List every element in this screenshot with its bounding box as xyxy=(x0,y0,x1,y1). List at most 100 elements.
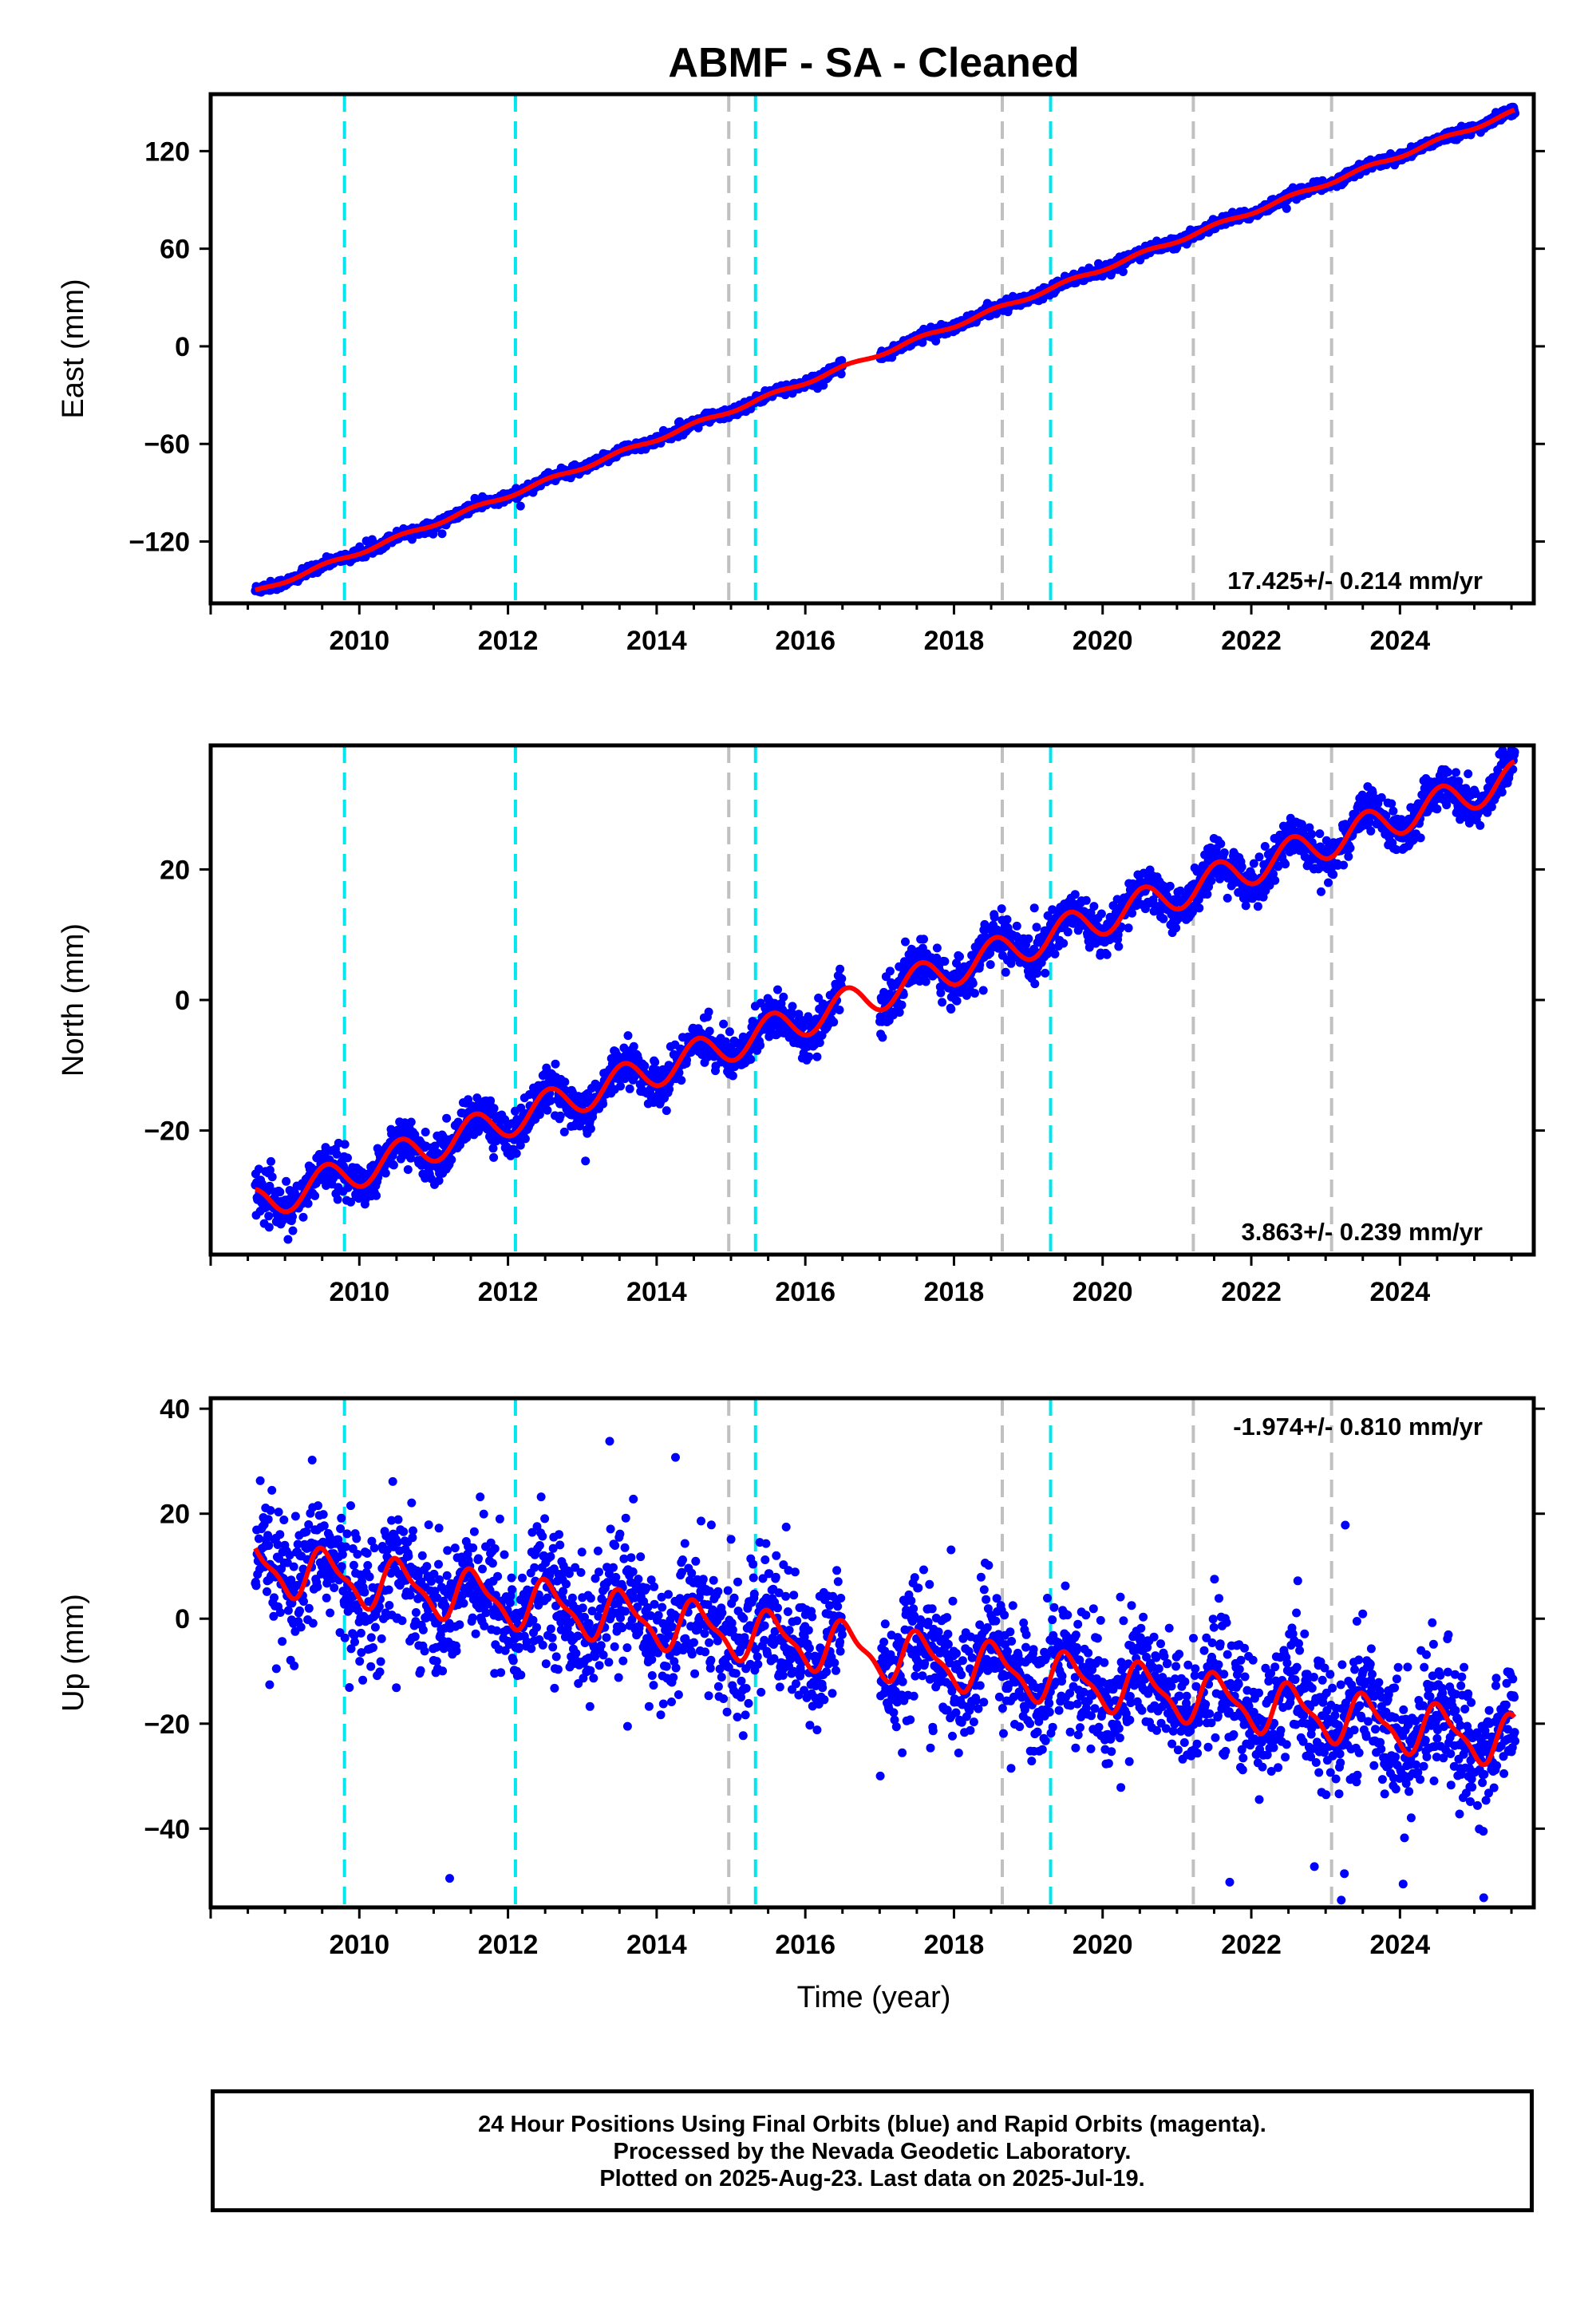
north-plot-area xyxy=(251,745,1519,1255)
north-data-point xyxy=(936,988,946,998)
east-data-point xyxy=(1282,204,1291,213)
north-data-point xyxy=(952,996,962,1006)
north-data-point xyxy=(1001,967,1010,977)
north-data-point xyxy=(955,952,964,962)
north-data-point xyxy=(264,1211,274,1221)
north-data-point xyxy=(650,1057,660,1067)
north-data-point xyxy=(1254,852,1264,862)
north-data-point xyxy=(546,1096,555,1105)
north-data-point xyxy=(1249,859,1258,868)
north-data-point xyxy=(346,1197,355,1207)
north-data-point xyxy=(535,1110,544,1119)
x-tick-label: 2020 xyxy=(1073,626,1133,656)
north-data-point xyxy=(623,1031,633,1041)
north-data-point xyxy=(486,1096,496,1105)
north-data-point xyxy=(815,1038,824,1047)
north-data-point xyxy=(372,1191,381,1200)
east-data-point xyxy=(1118,267,1128,276)
north-data-point xyxy=(389,1160,398,1170)
x-tick-label: 2024 xyxy=(1370,626,1431,656)
north-data-point xyxy=(283,1235,293,1244)
north-data-point xyxy=(1216,839,1226,848)
north-data-point xyxy=(403,1165,413,1174)
north-data-point xyxy=(1253,902,1262,911)
y-tick-label: 0 xyxy=(175,332,190,362)
north-data-point xyxy=(267,1172,277,1182)
north-data-point xyxy=(1241,901,1250,911)
north-data-point xyxy=(265,1165,275,1175)
north-data-point xyxy=(835,1006,844,1014)
north-data-point xyxy=(332,1149,342,1159)
north-data-point xyxy=(788,1002,797,1011)
north-data-point xyxy=(897,1000,907,1010)
north-data-point xyxy=(990,912,999,922)
north-data-point xyxy=(453,1117,463,1127)
x-tick-label: 2010 xyxy=(329,626,389,656)
north-data-point xyxy=(997,904,1006,914)
north-data-point xyxy=(543,1105,552,1115)
north-data-point xyxy=(406,1153,416,1163)
north-data-point xyxy=(1195,903,1204,913)
north-data-point xyxy=(339,1161,348,1171)
north-data-point xyxy=(267,1156,275,1166)
north-data-point xyxy=(721,1037,730,1046)
north-data-point xyxy=(640,1061,650,1071)
north-data-point xyxy=(798,1023,808,1032)
y-tick-label: 120 xyxy=(144,136,190,167)
chart-title: ABMF - SA - Cleaned xyxy=(668,40,1079,86)
north-data-point xyxy=(1159,914,1168,923)
north-data-point xyxy=(282,1176,291,1186)
north-data-point xyxy=(919,935,928,944)
x-tick-label: 2014 xyxy=(626,626,687,656)
north-data-point xyxy=(901,937,910,947)
north-data-point xyxy=(254,1164,263,1174)
north-data-point xyxy=(878,1033,887,1042)
north-data-point xyxy=(704,1007,713,1017)
north-data-point xyxy=(1024,934,1033,943)
east-frame xyxy=(208,92,1536,606)
north-data-point xyxy=(1114,942,1124,951)
north-data-point xyxy=(837,974,847,983)
north-data-point xyxy=(915,977,924,986)
east-fit-line xyxy=(254,107,1515,593)
north-data-point xyxy=(705,1026,714,1036)
north-data-point xyxy=(421,1128,430,1136)
north-data-point xyxy=(1070,890,1080,899)
north-data-point xyxy=(674,1068,684,1077)
north-data-point xyxy=(1084,943,1094,952)
north-data-point xyxy=(298,1212,308,1222)
east-panel: 2010 2012 2014 2016 2018 2020 2022 2024−120−600… xyxy=(57,92,1545,656)
north-data-point xyxy=(970,989,979,998)
north-data-point xyxy=(625,1084,634,1093)
north-data-point xyxy=(1032,923,1041,932)
north-data-point xyxy=(1175,886,1185,895)
north-data-point xyxy=(489,1104,499,1113)
north-data-point xyxy=(1219,848,1229,857)
north-data-point xyxy=(1012,921,1021,931)
y-tick-label: −120 xyxy=(128,528,190,558)
north-data-point xyxy=(464,1095,473,1105)
north-data-point xyxy=(1260,842,1270,851)
north-data-point xyxy=(921,977,930,986)
east-data-point xyxy=(931,336,941,346)
north-data-point xyxy=(677,1076,686,1085)
north-data-point xyxy=(1006,958,1016,968)
north-data-point xyxy=(447,1155,456,1164)
north-data-point xyxy=(1223,893,1232,903)
north-data-point xyxy=(719,1019,729,1029)
north-data-point xyxy=(773,985,782,994)
north-data-point xyxy=(1050,949,1060,958)
north-data-point xyxy=(938,998,947,1007)
north-data-point xyxy=(1128,908,1137,918)
north-data-point xyxy=(381,1168,390,1178)
north-data-point xyxy=(616,1081,625,1091)
north-data-point xyxy=(434,1176,444,1185)
y-tick-label: −60 xyxy=(144,429,190,460)
north-data-point xyxy=(1030,979,1040,989)
north-data-point xyxy=(779,992,788,1002)
north-data-point xyxy=(442,1113,452,1123)
north-data-point xyxy=(586,1124,595,1133)
north-data-point xyxy=(1059,939,1069,948)
north-data-point xyxy=(1237,862,1246,871)
